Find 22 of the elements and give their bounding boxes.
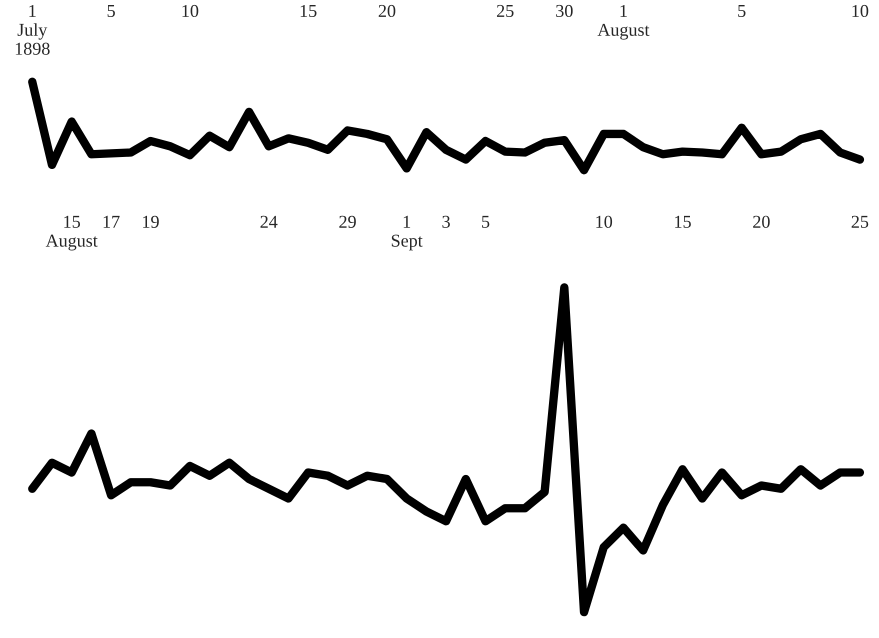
x-tick-label: 5 xyxy=(482,216,490,228)
x-tick-label: 5 xyxy=(738,5,746,18)
x-tick-label: 1 July 1898 xyxy=(16,4,50,55)
x-tick-label: 25 xyxy=(496,4,514,18)
x-tick-label: 30 xyxy=(556,4,573,18)
x-tick-label: 19 xyxy=(143,216,159,228)
x-tick-label: 5 xyxy=(108,5,115,18)
x-tick-label: 10 xyxy=(852,4,868,18)
x-tick-label: 1 August xyxy=(598,4,650,40)
x-tick-label: 25 xyxy=(852,216,868,228)
x-tick-label: 17 xyxy=(104,216,120,228)
x-tick-label: 29 xyxy=(339,216,356,228)
x-tick-label: 10 xyxy=(182,4,198,18)
x-tick-label: 10 xyxy=(596,216,612,228)
x-tick-label: 1 Sept xyxy=(392,216,423,250)
x-tick-label: 24 xyxy=(260,216,278,228)
x-tick-label: 15 August xyxy=(46,216,98,250)
x-tick-label: 20 xyxy=(378,4,396,18)
x-tick-label: 20 xyxy=(753,216,770,228)
x-tick-label: 15 xyxy=(300,4,316,18)
x-tick-label: 15 xyxy=(675,216,691,228)
x-tick-label: 3 xyxy=(442,216,450,228)
